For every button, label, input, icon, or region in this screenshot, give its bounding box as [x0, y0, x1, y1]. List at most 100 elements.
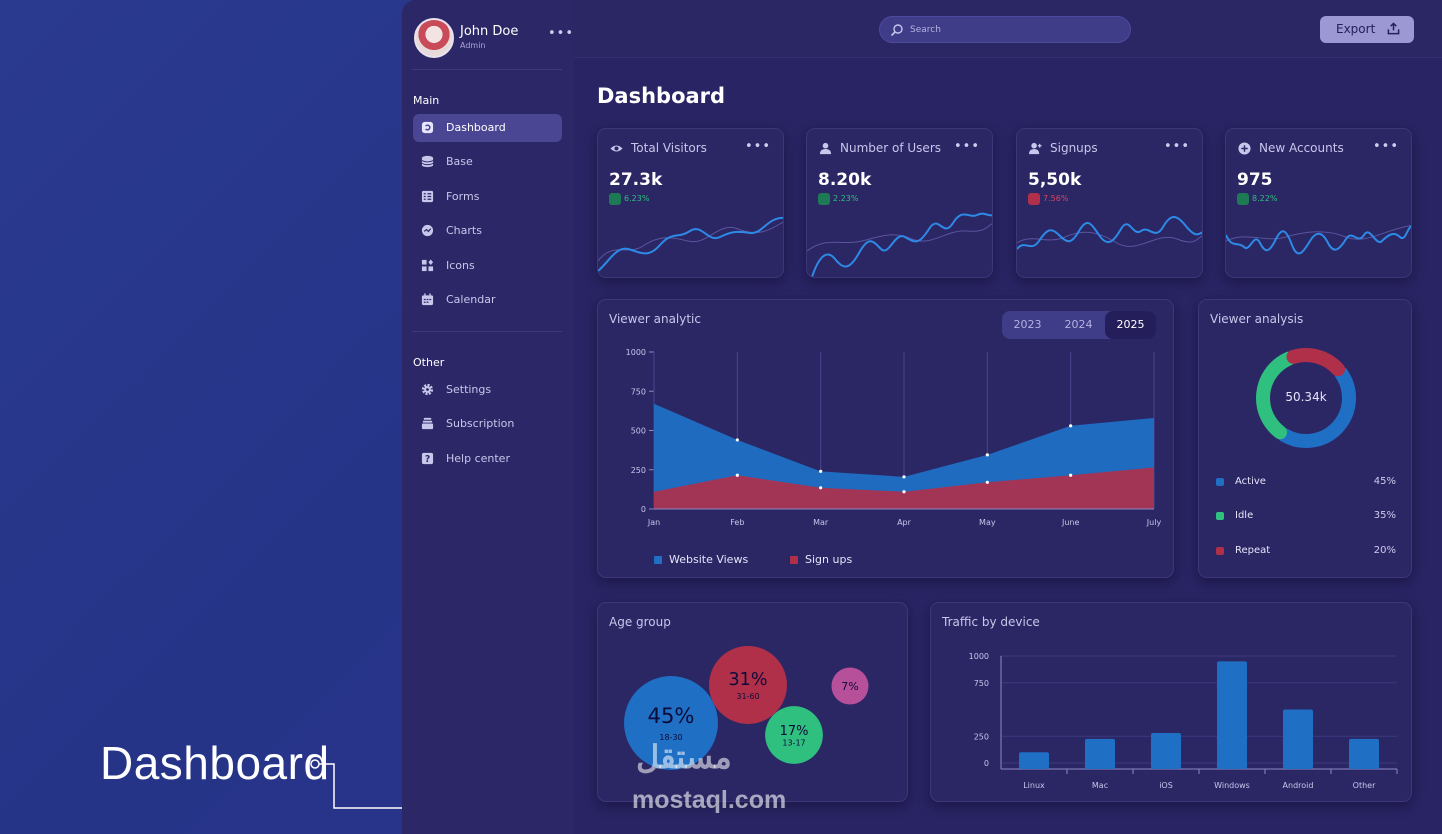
legend-value: 45%	[1373, 476, 1396, 487]
data-point	[819, 486, 823, 490]
card-title: Traffic by device	[942, 615, 1040, 629]
sidebar-item-label: Subscription	[446, 417, 515, 430]
viewer-analytic-card: Viewer analytic 2023 2024 2025 0 250 500 75…	[597, 299, 1174, 578]
y-tick-label: 250	[631, 466, 646, 475]
sidebar-item-label: Forms	[446, 190, 480, 203]
user-name: John Doe	[460, 24, 519, 39]
bubble-percent: 31%	[729, 670, 768, 690]
sidebar-item-calendar[interactable]: Calendar	[413, 286, 562, 314]
viewer-analytic-area-chart: 0 250 500 750 1000 Jan Feb Mar Apr May June July	[626, 348, 1162, 527]
x-tick-label: May	[979, 518, 996, 527]
divider	[412, 69, 562, 70]
series-area-sign-ups	[654, 467, 1154, 509]
charts-icon	[421, 224, 434, 237]
y-tick-label: 750	[631, 387, 646, 396]
search-bar[interactable]	[879, 16, 1131, 43]
legend-repeat: Repeat 20%	[1216, 544, 1396, 560]
donut-slice-active	[1277, 366, 1356, 448]
sparkline-chart	[1017, 216, 1202, 250]
age-group-bubble-chart: 45% 18-30 31% 31-60 17%13-17 7%	[624, 646, 869, 770]
sidebar-item-base[interactable]: Base	[413, 148, 562, 176]
user-icon	[819, 142, 832, 155]
watermark-latin: mostaql.com	[632, 786, 787, 814]
legend-value: 35%	[1373, 510, 1396, 521]
sidebar-item-help-center[interactable]: ? Help center	[413, 445, 562, 473]
legend-label: Repeat	[1235, 545, 1271, 556]
tab-year-2023[interactable]: 2023	[1013, 318, 1042, 331]
trend-up-icon	[609, 193, 621, 205]
legend-swatch	[1216, 547, 1224, 555]
stat-value: 27.3k	[609, 170, 663, 190]
sidebar-item-settings[interactable]: Settings	[413, 376, 562, 404]
sidebar-item-forms[interactable]: Forms	[413, 183, 562, 211]
sidebar-item-charts[interactable]: Charts	[413, 217, 562, 245]
sidebar-item-label: Base	[446, 155, 473, 168]
bar-mac	[1085, 738, 1115, 769]
subscription-icon	[421, 417, 434, 430]
sparkline-chart	[1226, 224, 1411, 255]
bar-ios	[1151, 733, 1181, 769]
more-options-icon[interactable]: •••	[1372, 139, 1399, 154]
more-options-icon[interactable]: •••	[953, 139, 980, 154]
y-tick-label: 1000	[969, 652, 989, 661]
stat-title: Signups	[1050, 141, 1098, 155]
x-tick-label: July	[1146, 518, 1162, 527]
top-bar: Export	[574, 0, 1442, 58]
stat-card-number-of-users: Number of Users ••• 8.20k 2.23%	[806, 128, 993, 278]
bubble-range: 31-60	[736, 692, 759, 701]
more-options-icon[interactable]: •••	[744, 139, 771, 154]
more-options-icon[interactable]: •••	[1163, 139, 1190, 154]
stat-title: New Accounts	[1259, 141, 1344, 155]
traffic-by-device-card: Traffic by device 0 250 750 1000 Linux Mac iOS…	[930, 602, 1412, 802]
plus-circle-icon	[1238, 142, 1251, 155]
legend-active: Active 45%	[1216, 475, 1396, 491]
search-input[interactable]	[910, 21, 1120, 39]
export-label: Export	[1336, 22, 1376, 36]
stat-card-signups: Signups ••• 5,50k 7.56%	[1016, 128, 1203, 278]
card-title: Age group	[609, 615, 671, 629]
bubble-13-17	[765, 706, 823, 764]
sidebar-item-label: Icons	[446, 259, 475, 272]
y-tick-label: 750	[974, 679, 989, 688]
y-tick-label: 1000	[626, 348, 646, 357]
sidebar-item-dashboard[interactable]: Dashboard	[413, 114, 562, 142]
bubble-percent: 7%	[841, 680, 858, 693]
svg-text:?: ?	[425, 454, 430, 465]
gear-icon	[421, 383, 434, 396]
legend-swatch	[654, 556, 662, 564]
user-profile[interactable]: John Doe Admin •••	[414, 18, 573, 60]
database-icon	[421, 155, 434, 168]
stat-card-total-visitors: Total Visitors ••• 27.3k 6.23%	[597, 128, 784, 278]
divider	[412, 331, 562, 332]
donut-slice-idle	[1256, 351, 1296, 440]
bubble-range: 18-30	[659, 733, 682, 742]
export-button[interactable]: Export	[1320, 16, 1414, 43]
sidebar-item-label: Help center	[446, 452, 510, 465]
section-title-other: Other	[413, 356, 445, 369]
data-point	[735, 438, 739, 442]
dashboard-caption: Dashboard	[100, 737, 330, 789]
x-tick-label: Mac	[1092, 781, 1108, 790]
x-tick-label: Windows	[1214, 781, 1250, 790]
stat-card-new-accounts: New Accounts ••• 975 8.22%	[1225, 128, 1412, 278]
legend-label: Active	[1235, 476, 1266, 487]
trend-up-icon	[818, 193, 830, 205]
sidebar-item-subscription[interactable]: Subscription	[413, 410, 562, 438]
sidebar-item-icons[interactable]: Icons	[413, 252, 562, 280]
trend-down-icon	[1028, 193, 1040, 205]
bar-windows	[1217, 661, 1247, 769]
x-tick-label: Android	[1283, 781, 1314, 790]
data-point	[902, 475, 906, 479]
upload-icon	[1387, 22, 1400, 35]
more-options-icon[interactable]: •••	[548, 26, 575, 41]
year-selector: 2023 2024 2025	[1002, 311, 1156, 339]
bubble-range: 13-17	[782, 738, 805, 747]
tab-year-2024[interactable]: 2024	[1064, 318, 1093, 331]
sidebar-item-label: Settings	[446, 383, 492, 396]
legend-swatch	[790, 556, 798, 564]
tab-year-2025[interactable]: 2025	[1105, 311, 1156, 339]
bubble-percent: 45%	[648, 703, 695, 728]
x-tick-label: Other	[1353, 781, 1376, 790]
avatar[interactable]	[414, 18, 454, 58]
data-point	[1069, 473, 1073, 477]
